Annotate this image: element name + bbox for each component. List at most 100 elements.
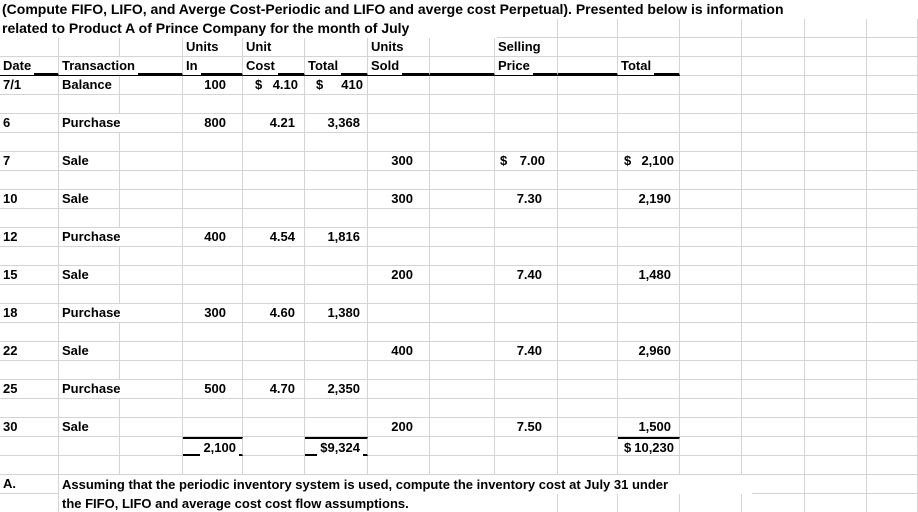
cell-K13[interactable] <box>618 228 680 247</box>
cell-I5[interactable] <box>495 76 558 95</box>
cell-L4[interactable] <box>680 57 742 76</box>
cell-E16[interactable] <box>243 285 305 304</box>
cell-B3[interactable] <box>59 38 120 57</box>
cell-K22[interactable] <box>618 399 680 418</box>
cell-M4[interactable] <box>742 57 805 76</box>
cell-G16[interactable] <box>368 285 430 304</box>
cell-H10[interactable] <box>430 171 495 190</box>
cell-O10[interactable] <box>867 171 918 190</box>
cell-J7[interactable] <box>558 114 618 133</box>
cell-K6[interactable] <box>618 95 680 114</box>
cell-N7[interactable] <box>805 114 867 133</box>
cell-G11[interactable]: 300 <box>368 190 430 209</box>
cell-B6[interactable] <box>59 95 120 114</box>
cell-L2[interactable] <box>680 19 742 38</box>
cell-O17[interactable] <box>867 304 918 323</box>
cell-A16[interactable] <box>0 285 59 304</box>
cell-I22[interactable] <box>495 399 558 418</box>
cell-B22[interactable] <box>59 399 120 418</box>
cell-H24[interactable] <box>430 437 495 456</box>
cell-J17[interactable] <box>558 304 618 323</box>
cell-I3[interactable]: Selling <box>495 38 558 57</box>
cell-H19[interactable] <box>430 342 495 361</box>
cell-J3[interactable] <box>558 38 618 57</box>
cell-L7[interactable] <box>680 114 742 133</box>
cell-H14[interactable] <box>430 247 495 266</box>
cell-D24[interactable]: 2,100 <box>183 437 243 457</box>
cell-O23[interactable] <box>867 418 918 437</box>
cell-A17[interactable]: 18 <box>0 304 59 323</box>
cell-L14[interactable] <box>680 247 742 266</box>
cell-M13[interactable] <box>742 228 805 247</box>
cell-D15[interactable] <box>183 266 243 285</box>
cell-C21[interactable] <box>120 380 183 399</box>
cell-K24[interactable]: $10,230 <box>618 437 680 456</box>
cell-F13[interactable]: 1,816 <box>305 228 368 247</box>
cell-D25[interactable] <box>183 456 243 475</box>
cell-B17[interactable]: Purchase <box>59 304 124 323</box>
cell-O25[interactable] <box>867 456 918 475</box>
cell-G10[interactable] <box>368 171 430 190</box>
cell-I16[interactable] <box>495 285 558 304</box>
cell-J23[interactable] <box>558 418 618 437</box>
cell-H7[interactable] <box>430 114 495 133</box>
cell-N4[interactable] <box>805 57 867 76</box>
cell-M15[interactable] <box>742 266 805 285</box>
cell-N16[interactable] <box>805 285 867 304</box>
cell-M25[interactable] <box>742 456 805 475</box>
cell-C10[interactable] <box>120 171 183 190</box>
cell-N25[interactable] <box>805 456 867 475</box>
cell-K16[interactable] <box>618 285 680 304</box>
cell-I18[interactable] <box>495 323 558 342</box>
cell-B16[interactable] <box>59 285 120 304</box>
cell-F14[interactable] <box>305 247 368 266</box>
cell-J24[interactable] <box>558 437 618 456</box>
cell-C20[interactable] <box>120 361 183 380</box>
cell-L20[interactable] <box>680 361 742 380</box>
cell-F24[interactable]: $9,324 <box>305 437 368 457</box>
cell-O12[interactable] <box>867 209 918 228</box>
cell-G5[interactable] <box>368 76 430 95</box>
title-line-2[interactable]: related to Product A of Prince Company f… <box>0 19 497 38</box>
cell-L22[interactable] <box>680 399 742 418</box>
cell-F20[interactable] <box>305 361 368 380</box>
cell-H18[interactable] <box>430 323 495 342</box>
cell-O19[interactable] <box>867 342 918 361</box>
cell-C11[interactable] <box>120 190 183 209</box>
cell-I23[interactable]: 7.50 <box>495 418 558 437</box>
cell-J21[interactable] <box>558 380 618 399</box>
cell-C19[interactable] <box>120 342 183 361</box>
cell-M20[interactable] <box>742 361 805 380</box>
cell-F5[interactable]: $410 <box>305 76 368 95</box>
cell-I24[interactable] <box>495 437 558 456</box>
cell-E18[interactable] <box>243 323 305 342</box>
cell-L8[interactable] <box>680 133 742 152</box>
cell-C7[interactable] <box>120 114 183 133</box>
cell-M2[interactable] <box>742 19 805 38</box>
cell-H16[interactable] <box>430 285 495 304</box>
cell-E24[interactable] <box>243 437 305 456</box>
cell-D22[interactable] <box>183 399 243 418</box>
cell-E4[interactable]: Cost <box>243 57 305 76</box>
cell-B7[interactable]: Purchase <box>59 114 124 133</box>
cell-D20[interactable] <box>183 361 243 380</box>
cell-K19[interactable]: 2,960 <box>618 342 680 361</box>
cell-B13[interactable]: Purchase <box>59 228 124 247</box>
cell-B14[interactable] <box>59 247 120 266</box>
cell-N18[interactable] <box>805 323 867 342</box>
cell-O15[interactable] <box>867 266 918 285</box>
cell-L24[interactable] <box>680 437 742 456</box>
cell-M27[interactable] <box>742 494 805 512</box>
cell-E8[interactable] <box>243 133 305 152</box>
cell-M10[interactable] <box>742 171 805 190</box>
cell-B24[interactable] <box>59 437 120 456</box>
cell-E19[interactable] <box>243 342 305 361</box>
cell-F21[interactable]: 2,350 <box>305 380 368 399</box>
cell-A6[interactable] <box>0 95 59 114</box>
cell-J12[interactable] <box>558 209 618 228</box>
cell-A24[interactable] <box>0 437 59 456</box>
cell-J22[interactable] <box>558 399 618 418</box>
cell-I12[interactable] <box>495 209 558 228</box>
cell-I17[interactable] <box>495 304 558 323</box>
cell-I14[interactable] <box>495 247 558 266</box>
